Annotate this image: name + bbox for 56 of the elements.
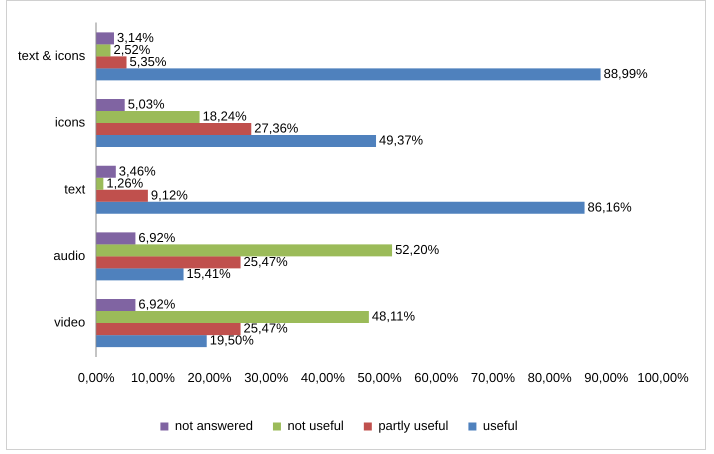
- data-label: 5,03%: [128, 96, 166, 112]
- y-tick-label: video: [54, 314, 86, 330]
- data-label: 48,11%: [372, 308, 416, 324]
- data-label: 9,12%: [150, 187, 188, 202]
- bar: [96, 178, 104, 190]
- legend-label: not useful: [287, 418, 344, 434]
- y-tick-label: audio: [53, 248, 86, 263]
- bar: [96, 268, 184, 280]
- bar: [96, 335, 207, 348]
- x-tick-label: 100,00%: [637, 370, 690, 385]
- data-label: 52,20%: [395, 242, 440, 257]
- x-tick-label: 50,00%: [358, 370, 402, 385]
- legend-label: partly useful: [378, 418, 449, 434]
- bar: [96, 135, 376, 148]
- bar: [96, 244, 392, 256]
- x-tick-label: 60,00%: [414, 370, 459, 385]
- bar: [96, 232, 136, 244]
- x-tick-label: 90,00%: [584, 370, 629, 385]
- bar: [96, 299, 136, 312]
- bar: [96, 123, 252, 136]
- x-tick-label: 0,00%: [78, 370, 116, 385]
- x-tick-label: 30,00%: [244, 370, 289, 385]
- x-tick-label: 20,00%: [188, 370, 232, 385]
- data-label: 5,35%: [130, 54, 167, 69]
- x-tick-label: 10,00%: [130, 370, 176, 385]
- bar: [96, 323, 241, 336]
- data-label: 25,47%: [244, 254, 288, 269]
- y-tick-label: icons: [54, 114, 86, 130]
- bar: [96, 68, 601, 80]
- y-tick-label: text: [64, 181, 86, 196]
- data-label: 88,99%: [604, 66, 648, 81]
- bar: [96, 311, 369, 324]
- y-tick-label: text & icons: [18, 48, 86, 63]
- data-label: 3,46%: [118, 163, 156, 178]
- bar: [96, 99, 125, 112]
- x-tick-label: 40,00%: [300, 370, 346, 385]
- data-label: 18,24%: [202, 108, 248, 124]
- bar: [96, 202, 585, 214]
- data-label: 49,37%: [379, 132, 424, 148]
- x-tick-label: 80,00%: [528, 370, 572, 385]
- data-label: 15,41%: [186, 266, 232, 281]
- bar: [96, 111, 200, 124]
- data-label: 27,36%: [254, 120, 299, 136]
- bar: [96, 56, 127, 68]
- bar: [96, 44, 110, 56]
- bar: [96, 166, 116, 178]
- legend-label: not answered: [174, 418, 253, 434]
- x-tick-label: 70,00%: [470, 370, 516, 385]
- bar: [96, 32, 114, 44]
- legend-label: useful: [482, 418, 518, 434]
- bar: [96, 256, 241, 268]
- data-label: 6,92%: [138, 296, 176, 312]
- data-label: 3,14%: [116, 30, 154, 45]
- bar: [96, 190, 148, 202]
- data-label: 6,92%: [138, 230, 176, 245]
- data-label: 86,16%: [588, 199, 632, 214]
